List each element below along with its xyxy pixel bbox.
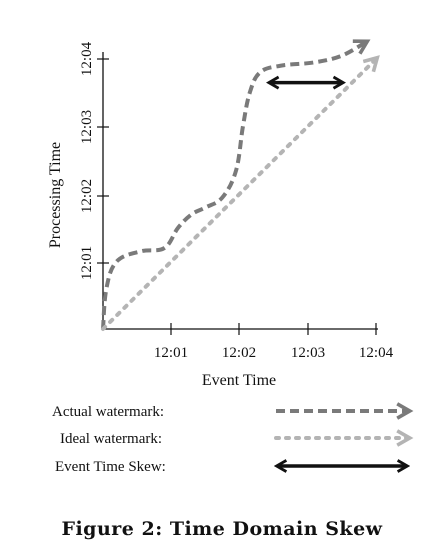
- axes: [102, 52, 378, 330]
- legend: Actual watermark: Ideal watermark: Event…: [52, 402, 414, 475]
- x-tick-label: 12:02: [222, 345, 256, 361]
- legend-label-ideal: Ideal watermark:: [60, 431, 162, 447]
- legend-label-actual: Actual watermark:: [52, 404, 164, 420]
- series-line-ideal-watermark: [101, 55, 380, 331]
- series-line-actual-watermark: [101, 39, 371, 330]
- y-axis-title: Processing Time: [47, 142, 64, 248]
- figure-caption: Figure 2: Time Domain Skew: [61, 518, 382, 540]
- legend-label-skew: Event Time Skew:: [55, 459, 166, 475]
- x-ticks: 12:01 12:02 12:03 12:04: [154, 323, 394, 361]
- y-ticks: 12:01 12:02 12:03 12:04: [79, 41, 109, 280]
- x-tick-label: 12:01: [154, 345, 188, 361]
- plot-layer: [101, 39, 380, 331]
- y-tick-label: 12:02: [79, 179, 95, 213]
- x-tick-label: 12:03: [291, 345, 325, 361]
- y-tick-label: 12:04: [79, 41, 95, 76]
- y-tick-label: 12:03: [79, 110, 95, 144]
- y-tick-label: 12:01: [79, 246, 95, 280]
- x-tick-label: 12:04: [359, 345, 394, 361]
- x-axis-title: Event Time: [202, 372, 276, 389]
